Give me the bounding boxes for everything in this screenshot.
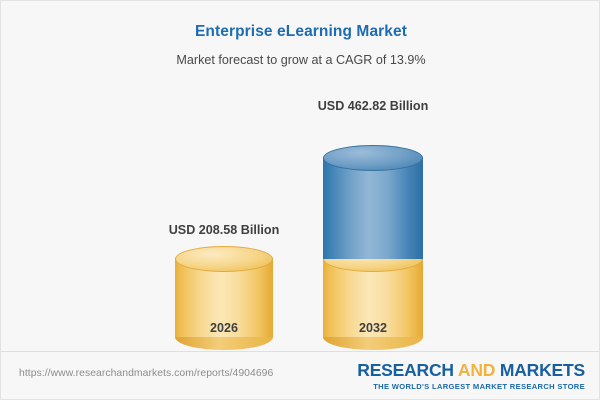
category-label-2032: 2032 xyxy=(358,321,388,335)
logo-wordmark: RESEARCH AND MARKETS xyxy=(357,360,585,381)
value-label-2026: USD 208.58 Billion xyxy=(168,223,280,237)
source-url[interactable]: https://www.researchandmarkets.com/repor… xyxy=(19,368,274,379)
value-label-2032: USD 462.82 Billion xyxy=(317,99,429,113)
plot-area: USD 208.58 Billion 2026 USD 462.82 Billi… xyxy=(1,1,599,351)
chart-title: Enterprise eLearning Market xyxy=(194,23,408,40)
logo-word-research: RESEARCH xyxy=(357,360,458,380)
cylinder-2026-yellow-segment xyxy=(175,246,273,350)
bar-group-2026: USD 208.58 Billion xyxy=(169,223,279,351)
bar-group-2032: USD 462.82 Billion xyxy=(318,99,428,351)
cylinder-body xyxy=(323,259,423,337)
chart-subtitle: Market forecast to grow at a CAGR of 13.… xyxy=(176,53,426,67)
cylinder-body xyxy=(323,158,423,259)
footer: https://www.researchandmarkets.com/repor… xyxy=(1,351,599,399)
cylinder-body xyxy=(175,259,273,337)
logo-word-markets: MARKETS xyxy=(499,360,585,380)
logo-word-and: AND xyxy=(457,360,500,380)
cylinder-top-cap-icon xyxy=(323,145,423,171)
category-label-2026: 2026 xyxy=(209,321,239,335)
cylinder-top-cap-icon xyxy=(175,246,273,272)
research-and-markets-logo[interactable]: RESEARCH AND MARKETS THE WORLD'S LARGEST… xyxy=(357,360,585,391)
cylinder-2032-blue-segment xyxy=(323,145,423,259)
logo-tagline: THE WORLD'S LARGEST MARKET RESEARCH STOR… xyxy=(373,382,585,391)
